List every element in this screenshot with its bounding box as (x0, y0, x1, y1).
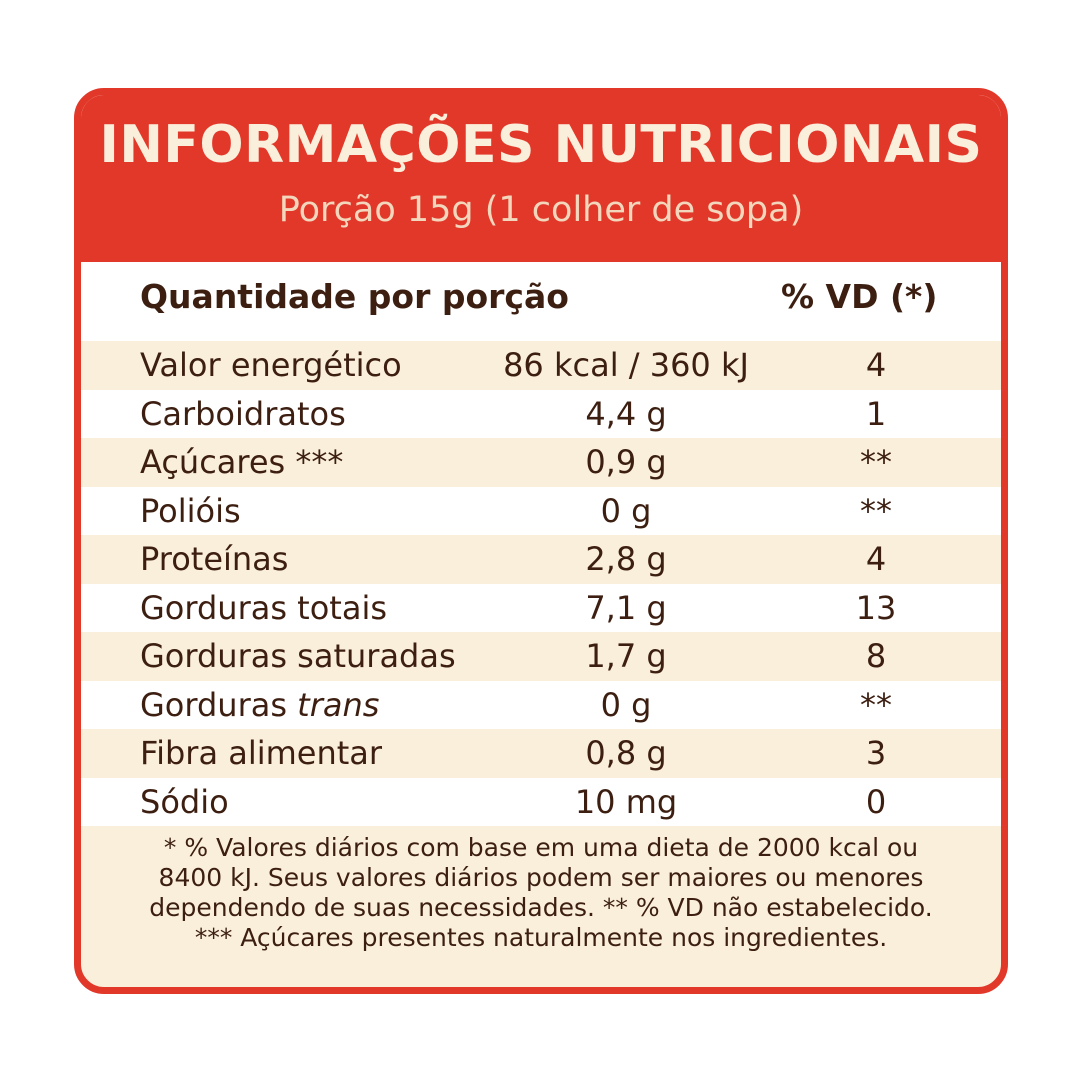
nutrient-name: Açúcares *** (140, 443, 344, 481)
nutrient-table: Valor energético 86 kcal / 360 kJ 4 Carb… (81, 341, 1001, 826)
nutrient-name-italic: trans (297, 685, 380, 724)
nutrient-amount: 0 g (600, 685, 652, 724)
table-row: Gorduras saturadas 1,7 g 8 (81, 632, 1001, 681)
nutrient-name: Carboidratos (140, 394, 346, 433)
nutrient-amount: 2,8 g (585, 540, 667, 578)
table-row: Valor energético 86 kcal / 360 kJ 4 (81, 341, 1001, 390)
table-row: Gorduras trans 0 g ** (81, 680, 1001, 729)
nutrient-name: Gorduras trans (140, 685, 380, 724)
vd-column-header: % VD (*) (781, 277, 938, 316)
nutrient-amount: 86 kcal / 360 kJ (503, 346, 749, 384)
nutrient-name: Gorduras saturadas (140, 637, 456, 675)
table-row: Polióis 0 g ** (81, 486, 1001, 535)
table-row: Fibra alimentar 0,8 g 3 (81, 729, 1001, 778)
footnotes: * % Valores diários com base em uma diet… (101, 833, 981, 953)
column-header-row: Quantidade por porção % VD (*) (81, 262, 1001, 341)
nutrition-title: INFORMAÇÕES NUTRICIONAIS (99, 115, 983, 175)
nutrient-amount: 4,4 g (585, 394, 667, 433)
nutrient-name: Fibra alimentar (140, 734, 383, 772)
nutrient-vd: 4 (865, 540, 887, 578)
nutrient-vd: ** (860, 491, 892, 530)
nutrient-name: Sódio (140, 782, 229, 821)
nutrient-vd: 4 (865, 346, 887, 384)
table-row: Sódio 10 mg 0 (81, 777, 1001, 826)
table-row: Açúcares *** 0,9 g ** (81, 438, 1001, 487)
serving-size: Porção 15g (1 colher de sopa) (278, 190, 804, 230)
nutrition-facts-panel: INFORMAÇÕES NUTRICIONAIS Porção 15g (1 c… (74, 88, 1008, 994)
nutrient-amount: 7,1 g (585, 588, 667, 627)
nutrient-vd: 13 (855, 588, 897, 627)
footnote-line: * % Valores diários com base em uma diet… (163, 833, 919, 862)
footnote-line: dependendo de suas necessidades. ** % VD… (149, 893, 933, 922)
nutrient-vd: 8 (865, 637, 887, 675)
nutrient-name: Polióis (140, 491, 241, 530)
nutrient-vd: 0 (865, 782, 887, 821)
nutrient-vd: ** (860, 443, 892, 481)
table-row: Gorduras totais 7,1 g 13 (81, 583, 1001, 632)
quantity-column-header: Quantidade por porção (140, 277, 569, 316)
nutrient-vd: 3 (865, 734, 887, 772)
table-row: Carboidratos 4,4 g 1 (81, 389, 1001, 438)
nutrient-name: Gorduras totais (140, 588, 388, 627)
nutrient-amount: 0 g (600, 491, 652, 530)
nutrition-header: INFORMAÇÕES NUTRICIONAIS Porção 15g (1 c… (81, 95, 1001, 262)
nutrient-amount: 0,9 g (585, 443, 667, 481)
nutrient-amount: 0,8 g (585, 734, 667, 772)
table-row: Proteínas 2,8 g 4 (81, 535, 1001, 584)
nutrient-vd: ** (860, 685, 892, 724)
footnote-line: *** Açúcares presentes naturalmente nos … (194, 923, 888, 952)
nutrient-amount: 1,7 g (585, 637, 667, 675)
nutrient-name: Valor energético (140, 346, 402, 384)
nutrient-amount: 10 mg (574, 782, 678, 821)
nutrient-vd: 1 (865, 394, 887, 433)
footnote-line: 8400 kJ. Seus valores diários podem ser … (158, 863, 924, 892)
nutrient-name: Proteínas (140, 540, 289, 578)
